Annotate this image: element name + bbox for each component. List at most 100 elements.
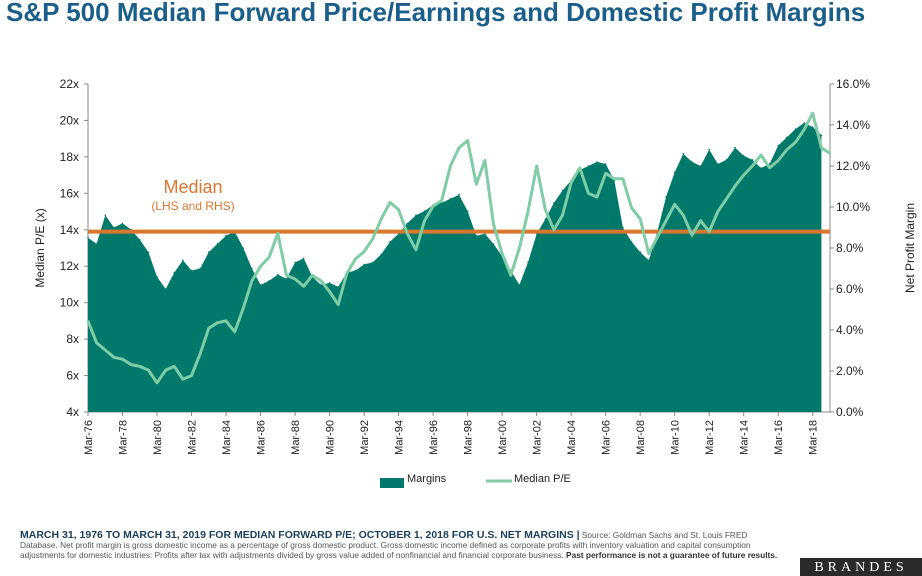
margins-point	[648, 259, 650, 262]
margins-point	[371, 261, 374, 264]
median-pe-point	[285, 274, 288, 277]
median-pe-point	[596, 196, 598, 198]
left-tick-label: 10x	[60, 296, 79, 310]
median-pe-point	[716, 210, 719, 213]
median-pe-point	[535, 165, 538, 167]
median-pe-point	[449, 165, 452, 167]
median-pe-point	[768, 166, 771, 169]
chart-title: S&P 500 Median Forward Price/Earnings an…	[6, 0, 866, 27]
chart-canvas: 4x 6x 8x 10x 12x 14x 16x 18x 20x 22x 0.0% 2.0% 4.0% 6…	[33, 77, 917, 488]
x-tick-label: Mar-88	[290, 420, 302, 455]
x-tick-label: Mar-18	[808, 420, 820, 455]
margins-point	[691, 161, 693, 163]
median-pe-point	[760, 154, 762, 157]
x-tick-label: Mar-06	[601, 420, 613, 455]
median-pe-point	[509, 274, 512, 277]
left-tick-label: 4x	[66, 405, 79, 419]
median-pe-point	[794, 141, 797, 144]
margins-point	[242, 247, 245, 249]
margins-point	[164, 288, 167, 290]
margins-point	[673, 171, 676, 173]
median-pe-point	[777, 159, 780, 162]
margins-point	[751, 159, 754, 161]
median-pe-point	[130, 363, 133, 366]
median-pe-point	[725, 197, 728, 200]
margins-point	[285, 278, 288, 280]
median-pe-point	[458, 146, 460, 149]
y-left-axis-title: Median P/E (x)	[33, 208, 47, 287]
median-pe-point	[501, 252, 504, 255]
median-pe-point	[630, 206, 633, 209]
series-margins-area	[88, 122, 822, 413]
right-tick-label: 12.0%	[836, 159, 870, 173]
median-pe-point	[242, 307, 245, 310]
median-pe-point	[432, 205, 435, 208]
margins-point	[251, 267, 253, 270]
median-pe-point	[742, 174, 745, 177]
median-pe-point	[363, 250, 366, 253]
margins-point	[708, 148, 710, 151]
median-pe-point	[104, 349, 107, 351]
margins-point	[363, 263, 365, 266]
margins-point	[208, 251, 210, 253]
median-annotation: Median	[163, 177, 222, 197]
margins-point	[820, 134, 823, 137]
margins-point	[104, 214, 107, 216]
left-tick-label: 20x	[60, 113, 79, 127]
median-pe-point	[371, 237, 374, 240]
median-pe-point	[785, 148, 788, 151]
x-tick-label: Mar-12	[704, 420, 716, 455]
margins-point	[139, 239, 141, 241]
median-pe-point	[673, 203, 676, 206]
median-pe-point	[656, 236, 659, 239]
margins-point	[639, 251, 641, 253]
median-pe-point	[173, 365, 176, 368]
right-tick-label: 6.0%	[836, 282, 864, 296]
margins-point	[803, 122, 805, 124]
median-pe-point	[820, 146, 823, 149]
margins-point	[527, 261, 529, 264]
margins-point	[259, 284, 262, 286]
median-pe-point	[156, 381, 158, 384]
margins-point	[328, 282, 331, 284]
margins-point	[113, 226, 115, 229]
median-pe-point	[121, 358, 124, 361]
margins-point	[604, 163, 607, 165]
x-tick-label: Mar-76	[83, 420, 95, 455]
median-pe-point	[268, 256, 271, 259]
median-pe-point	[354, 257, 357, 260]
margins-point	[699, 165, 702, 167]
left-tick-label: 22x	[60, 77, 79, 91]
margins-point	[415, 214, 417, 216]
x-tick-label: Mar-90	[325, 420, 337, 455]
margins-point	[182, 259, 184, 262]
margins-point	[742, 155, 745, 157]
margins-point	[268, 280, 271, 282]
margins-point	[354, 269, 357, 272]
right-tick-label: 16.0%	[836, 77, 870, 91]
median-pe-point	[95, 341, 98, 344]
footer-disclaimer: Past performance is not a guarantee of f…	[566, 550, 778, 560]
legend-label-median-pe: Median P/E	[514, 473, 571, 485]
median-pe-point	[164, 369, 167, 372]
margins-point	[587, 165, 590, 167]
median-pe-point	[320, 279, 322, 282]
median-pe-point	[466, 139, 469, 142]
labels-layer: 4x 6x 8x 10x 12x 14x 16x 18x 20x 22x 0.0% 2.0% 4.0% 6…	[33, 77, 917, 488]
margins-point	[665, 196, 667, 198]
footer-note: MARCH 31, 1976 TO MARCH 31, 2019 FOR MED…	[20, 530, 780, 560]
median-pe-point	[811, 112, 814, 115]
margins-point	[717, 163, 719, 165]
median-pe-point	[345, 272, 348, 275]
margins-point	[553, 202, 555, 204]
margins-point	[760, 167, 762, 169]
right-tick-label: 0.0%	[836, 405, 864, 419]
margins-point	[389, 241, 391, 243]
right-tick-label: 2.0%	[836, 364, 864, 378]
footer-lead: MARCH 31, 1976 TO MARCH 31, 2019 FOR MED…	[20, 529, 580, 541]
median-pe-point	[423, 219, 426, 222]
legend-swatch-margins	[380, 478, 404, 488]
median-pe-point	[311, 274, 314, 277]
margins-point	[380, 253, 383, 255]
margins-point	[475, 234, 478, 237]
